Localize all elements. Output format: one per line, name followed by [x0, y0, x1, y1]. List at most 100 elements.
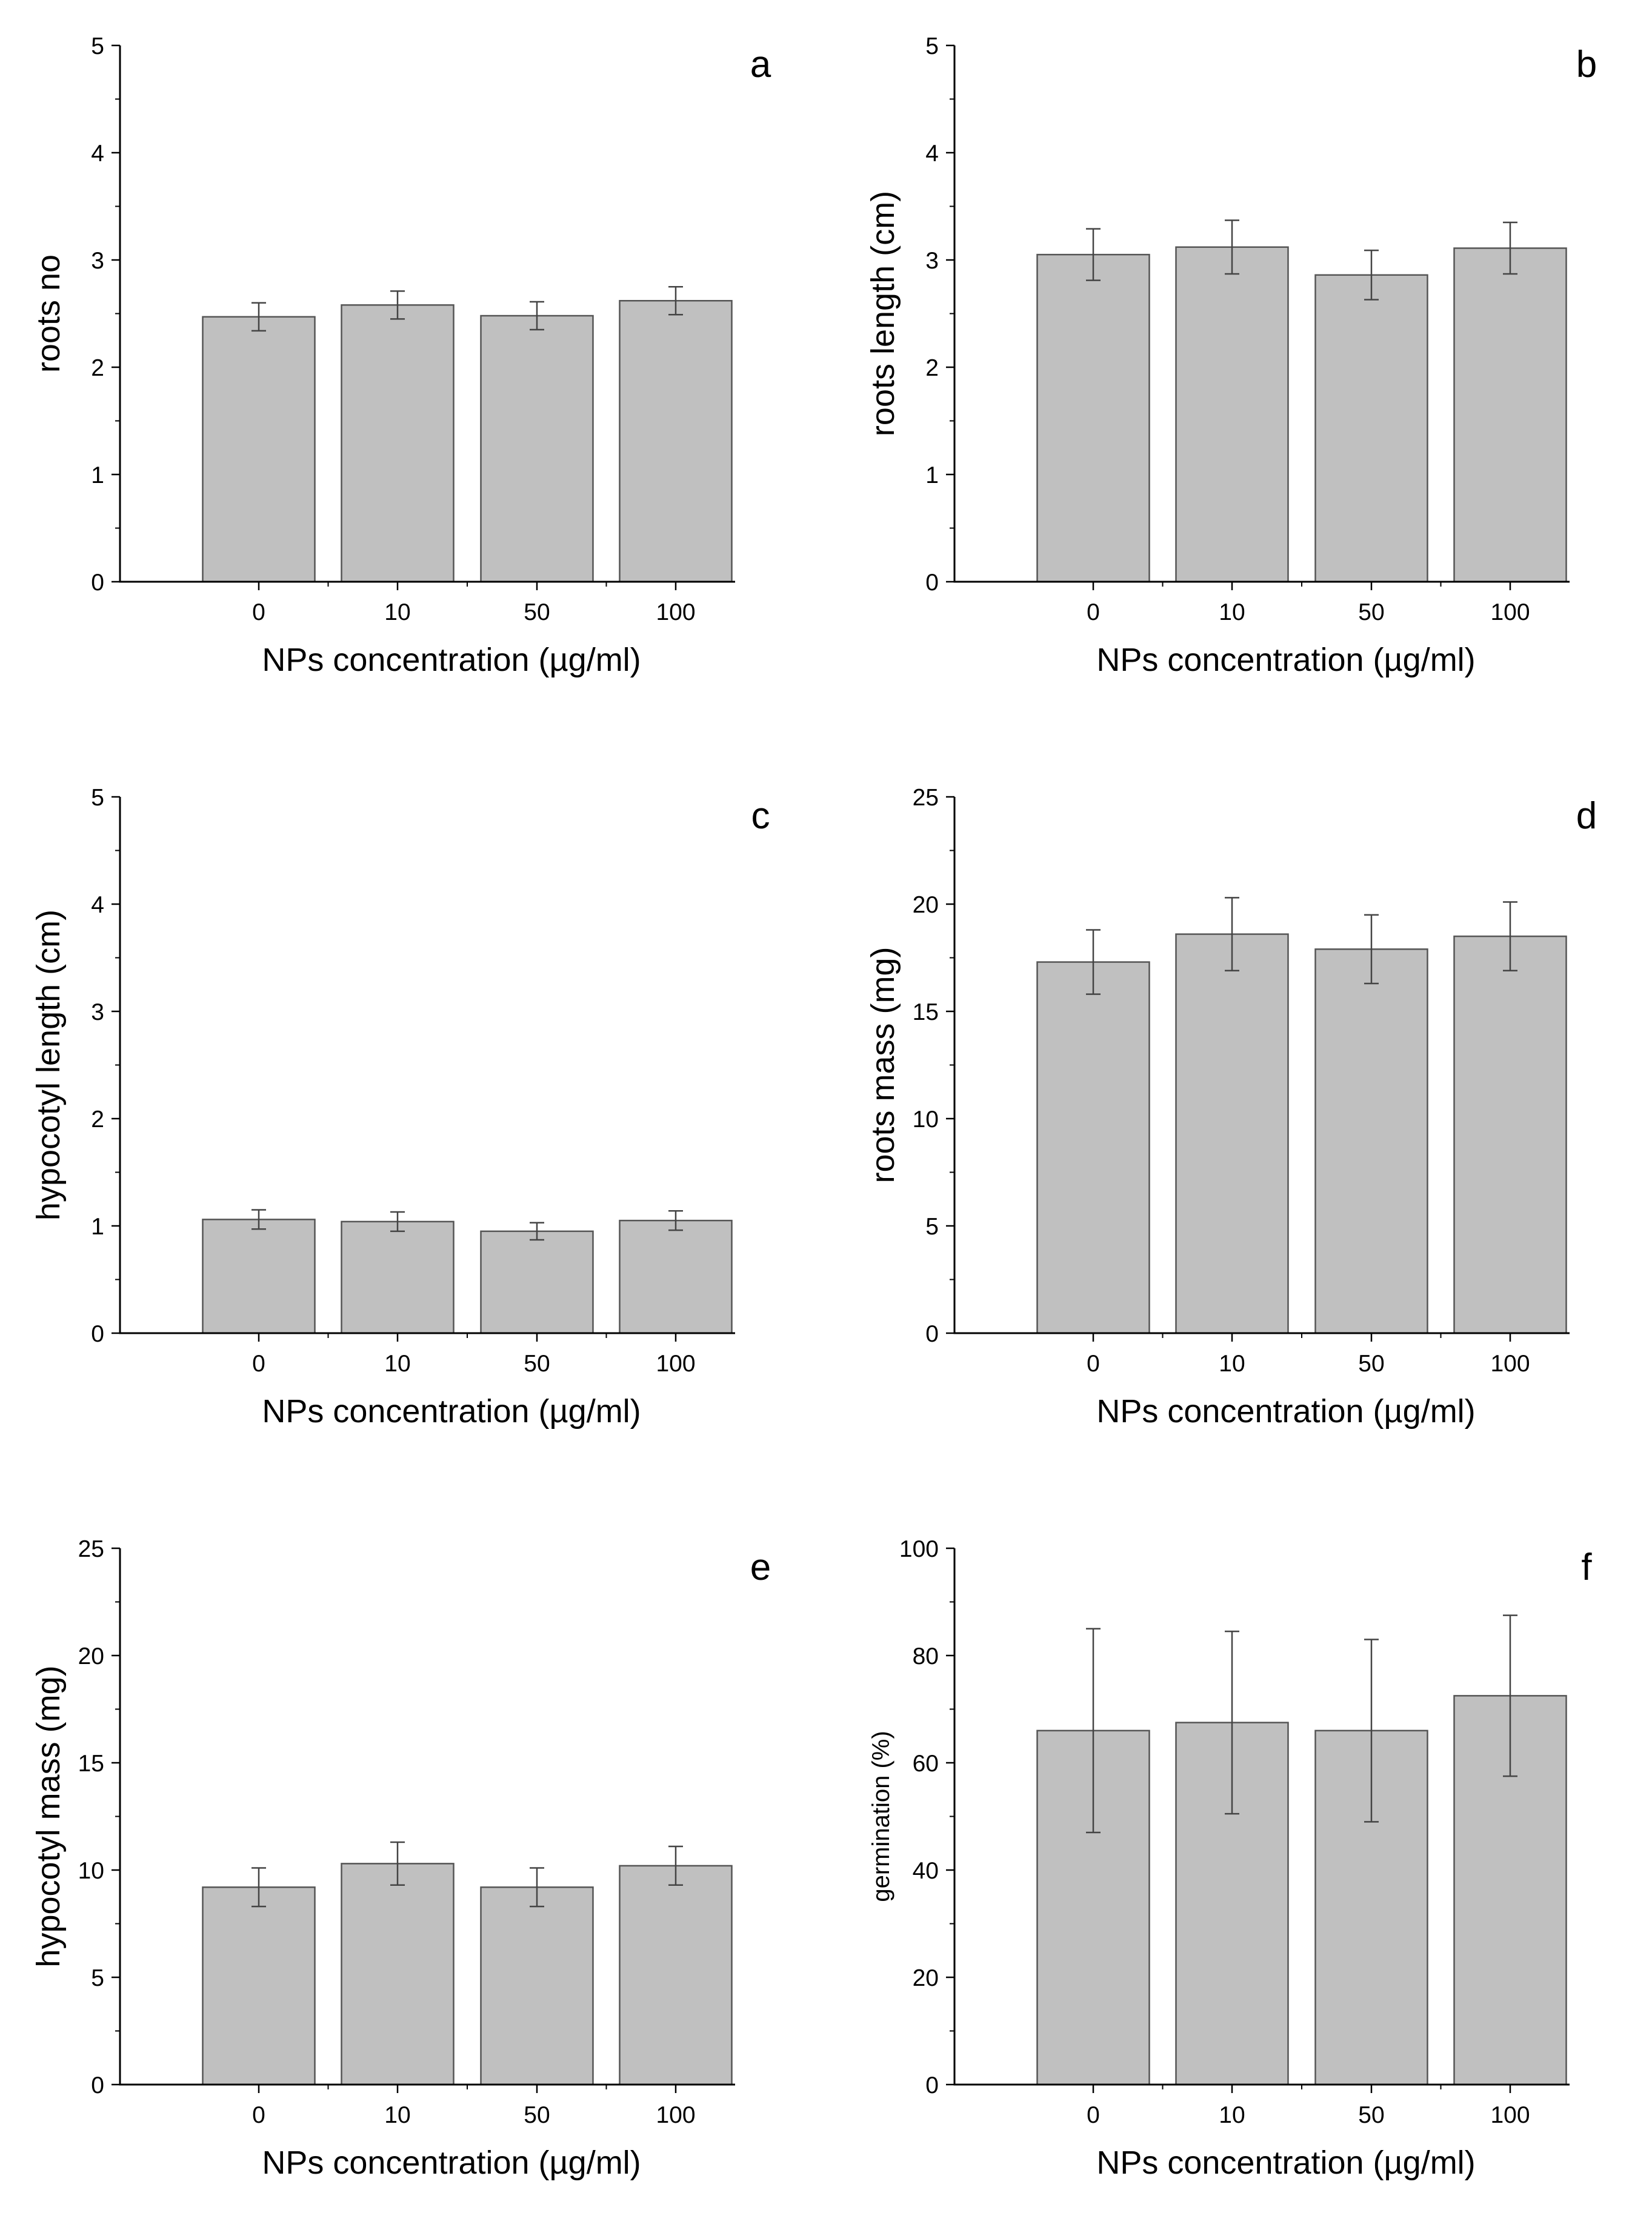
y-tick-label: 4 — [91, 892, 104, 918]
x-axis-label: NPs concentration (µg/ml) — [1096, 642, 1475, 678]
y-tick-label: 20 — [913, 1965, 939, 1991]
y-tick-label: 2 — [91, 1107, 104, 1133]
error-bar-10 — [1225, 1630, 1239, 1815]
y-tick-label: 3 — [91, 999, 104, 1025]
x-axis-label: NPs concentration (µg/ml) — [1096, 2145, 1475, 2181]
error-bar-100 — [668, 1210, 683, 1231]
y-tick-label: 20 — [78, 1643, 104, 1669]
error-bar-100 — [1503, 1614, 1517, 1777]
y-tick-label: 0 — [925, 1321, 939, 1347]
y-tick-label: 0 — [91, 1321, 104, 1347]
bar-100 — [619, 1865, 733, 2086]
error-bar-50 — [530, 1867, 544, 1908]
x-tick-label: 10 — [1219, 1351, 1245, 1377]
y-tick-label: 5 — [91, 1965, 104, 1991]
y-tick-label: 4 — [925, 141, 939, 167]
x-tick-label: 10 — [1219, 2102, 1245, 2128]
error-bar-100 — [1503, 901, 1517, 971]
bar-100 — [1453, 935, 1567, 1334]
y-axis-label: roots no — [30, 255, 67, 373]
x-tick-label: 50 — [1358, 599, 1384, 625]
x-tick-label: 50 — [524, 2102, 550, 2128]
y-axis-label: roots mass (mg) — [865, 947, 901, 1183]
bar-10 — [1175, 246, 1289, 583]
y-tick-label: 5 — [925, 1214, 939, 1240]
bar-100 — [619, 300, 733, 583]
y-axis-label: hypocotyl mass (mg) — [30, 1665, 67, 1967]
chart-panel-d: 0 5 10 15 20 25 0 10 50 100 NPs concentration (µg/… — [865, 785, 1597, 1430]
y-tick-label: 1 — [925, 462, 939, 488]
x-tick-label: 50 — [524, 599, 550, 625]
y-axis-label: hypocotyl length (cm) — [30, 910, 67, 1220]
error-bar-50 — [530, 301, 544, 331]
panel-letter: e — [750, 1546, 771, 1588]
y-tick-label: 3 — [91, 248, 104, 274]
chart-panel-e: 0 5 10 15 20 25 0 10 50 100 NPs concentration (µg/… — [30, 1536, 771, 2181]
bar-10 — [341, 1863, 455, 2086]
y-tick-label: 0 — [925, 570, 939, 596]
y-tick-label: 10 — [78, 1858, 104, 1884]
x-tick-label: 100 — [656, 2102, 695, 2128]
bar-10 — [341, 1220, 455, 1334]
error-bar-50 — [1364, 1639, 1379, 1823]
x-tick-label: 10 — [384, 599, 410, 625]
y-tick-label: 1 — [91, 1214, 104, 1240]
error-bar-10 — [390, 290, 405, 320]
error-bar-0 — [1086, 929, 1101, 995]
y-tick-label: 3 — [925, 248, 939, 274]
error-bar-50 — [530, 1222, 544, 1241]
x-tick-label: 100 — [1490, 1351, 1530, 1377]
error-bar-50 — [1364, 249, 1379, 301]
y-tick-label: 1 — [91, 462, 104, 488]
bar-50 — [1314, 274, 1428, 583]
x-tick-label: 0 — [1087, 1351, 1100, 1377]
x-axis-label: NPs concentration (µg/ml) — [262, 1393, 641, 1430]
y-tick-label: 4 — [91, 141, 104, 167]
y-tick-label: 5 — [91, 33, 104, 59]
error-bar-0 — [1086, 1628, 1101, 1834]
bar-10 — [1175, 933, 1289, 1334]
bar-0 — [202, 316, 316, 583]
error-bar-0 — [251, 1867, 266, 1908]
error-bar-50 — [1364, 914, 1379, 985]
y-tick-label: 60 — [913, 1751, 939, 1777]
error-bar-10 — [1225, 897, 1239, 971]
panel-letter: a — [750, 44, 771, 85]
bar-0 — [202, 1886, 316, 2086]
x-tick-label: 0 — [252, 1351, 265, 1377]
x-tick-label: 100 — [1490, 2102, 1530, 2128]
y-tick-label: 40 — [913, 1858, 939, 1884]
bar-50 — [480, 1886, 594, 2086]
y-tick-label: 80 — [913, 1643, 939, 1669]
bar-10 — [341, 304, 455, 583]
y-axis-label: germination (%) — [868, 1731, 894, 1902]
error-bar-10 — [1225, 219, 1239, 275]
x-axis-label: NPs concentration (µg/ml) — [1096, 1393, 1475, 1430]
error-bar-0 — [1086, 228, 1101, 281]
error-bar-0 — [251, 302, 266, 332]
bar-100 — [619, 1219, 733, 1334]
bar-0 — [1036, 961, 1150, 1334]
x-tick-label: 50 — [524, 1351, 550, 1377]
panel-letter: c — [751, 795, 770, 837]
x-tick-label: 0 — [1087, 599, 1100, 625]
y-tick-label: 15 — [913, 999, 939, 1025]
chart-panel-f: 0 20 40 60 80 100 0 10 50 100 NPs concentration (µ… — [868, 1536, 1592, 2181]
bar-0 — [1036, 253, 1150, 583]
x-axis-label: NPs concentration (µg/ml) — [262, 2145, 641, 2181]
y-tick-label: 20 — [913, 892, 939, 918]
error-bar-0 — [251, 1209, 266, 1230]
error-bar-100 — [668, 286, 683, 316]
x-tick-label: 50 — [1358, 1351, 1384, 1377]
x-tick-label: 50 — [1358, 2102, 1384, 2128]
x-tick-label: 0 — [1087, 2102, 1100, 2128]
x-axis-label: NPs concentration (µg/ml) — [262, 642, 641, 678]
x-tick-label: 0 — [252, 599, 265, 625]
x-tick-label: 100 — [656, 1351, 695, 1377]
error-bar-10 — [390, 1211, 405, 1233]
y-tick-label: 5 — [925, 33, 939, 59]
